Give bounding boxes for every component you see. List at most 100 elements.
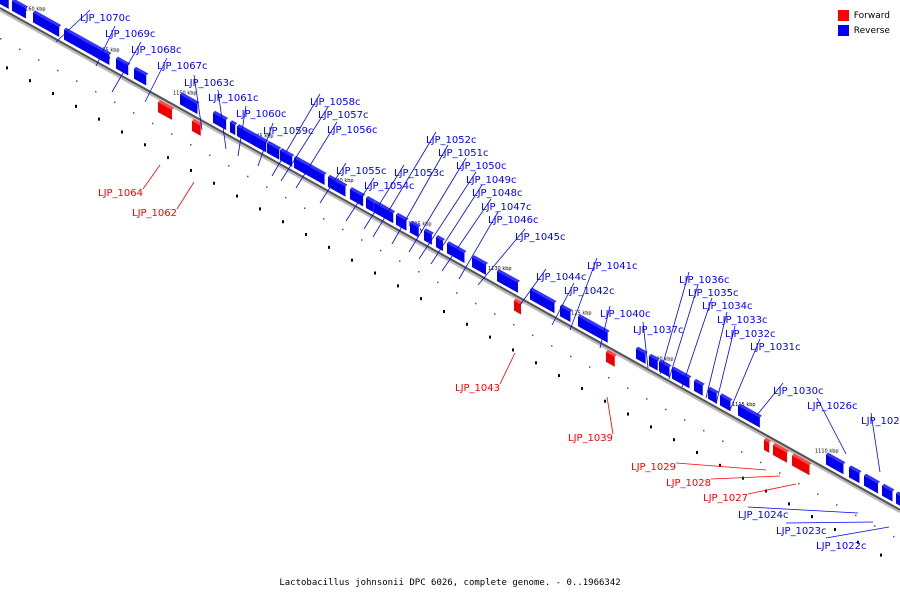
- gene-label-ljp_1058c: LJP_1058c: [310, 97, 361, 108]
- scale-dot: [494, 313, 496, 315]
- reverse-gene-block-top: [396, 212, 409, 221]
- reverse-gene-block: [328, 176, 346, 197]
- scale-dot: [247, 175, 249, 178]
- gene-label-ljp_1054c: LJP_1054c: [364, 181, 415, 192]
- scale-mark: [259, 207, 261, 211]
- gene-leader-line: [477, 228, 526, 286]
- gene-leader-line: [870, 412, 881, 473]
- scale-dot: [76, 80, 78, 82]
- gene-label-ljp_1047c: LJP_1047c: [481, 202, 532, 213]
- reverse-gene-block-top: [134, 66, 149, 76]
- gene-label-ljp_1035c: LJP_1035c: [688, 288, 739, 299]
- tick-label: 1140 kbp: [330, 178, 354, 184]
- figure-caption: Lactobacillus johnsonii DPC 6026, comple…: [279, 578, 621, 588]
- gene-label-ljp_1030c: LJP_1030c: [773, 386, 824, 397]
- scale-dot: [513, 323, 515, 326]
- gene-leader-line: [271, 93, 321, 177]
- reverse-gene-block: [33, 12, 60, 38]
- scale-dot: [190, 143, 192, 146]
- scale-mark: [52, 91, 54, 95]
- gene-leader-line: [519, 268, 547, 306]
- reverse-gene-block: [267, 142, 280, 160]
- scale-dot: [323, 218, 325, 220]
- scale-dot: [589, 366, 591, 368]
- reverse-gene-block-top: [694, 378, 705, 386]
- reverse-gene-block-top: [33, 10, 62, 28]
- scale-dot: [152, 122, 154, 125]
- gene-label-ljp_1026c: LJP_1026c: [807, 401, 858, 412]
- scale-dot: [437, 281, 439, 284]
- scale-mark: [144, 143, 146, 147]
- reverse-swatch: [837, 25, 849, 36]
- gene-label-ljp_1049c: LJP_1049c: [466, 175, 517, 186]
- gene-label-ljp_1064: LJP_1064: [98, 188, 143, 199]
- reverse-gene-block-top: [180, 92, 200, 105]
- forward-swatch: [837, 10, 849, 21]
- scale-mark: [29, 79, 31, 83]
- scale-mark: [466, 322, 468, 326]
- reverse-gene-block-top: [424, 228, 434, 235]
- gene-label-ljp_1037c: LJP_1037c: [633, 325, 684, 336]
- reverse-gene-block-top: [254, 133, 269, 143]
- scale-mark: [650, 425, 652, 429]
- gene-leader-line: [458, 211, 499, 280]
- scale-dot: [684, 419, 686, 421]
- gene-label-ljp_1055c: LJP_1055c: [336, 166, 387, 177]
- scale-mark: [213, 181, 215, 185]
- reverse-gene-block-top: [328, 174, 348, 187]
- tick-label: 1120 kbp: [650, 356, 674, 362]
- gene-label-ljp_1067c: LJP_1067c: [157, 61, 208, 72]
- scale-dot: [38, 59, 40, 61]
- gene-label-ljp_1043: LJP_1043: [455, 383, 500, 394]
- gene-label-ljp_1025c: LJP_1025c: [861, 416, 900, 427]
- reverse-gene-block-top: [280, 148, 295, 157]
- scale-mark: [420, 297, 422, 301]
- gene-leader-line: [217, 89, 227, 150]
- gene-leader-line: [95, 25, 116, 67]
- reverse-gene-block: [294, 157, 325, 185]
- gene-label-ljp_1069c: LJP_1069c: [105, 29, 156, 40]
- forward-gene-block: [764, 439, 770, 453]
- gene-label-ljp_1045c: LJP_1045c: [515, 232, 566, 243]
- scale-dot: [342, 228, 344, 231]
- gene-leader-line: [111, 41, 142, 93]
- reverse-gene-block-top: [116, 56, 131, 66]
- scale-dot: [627, 387, 629, 390]
- reverse-gene-block: [424, 230, 432, 245]
- forward-gene-block-top: [606, 349, 617, 357]
- reverse-gene-block: [472, 257, 486, 275]
- reverse-gene-block: [849, 467, 860, 484]
- reverse-gene-block: [350, 189, 364, 207]
- scale-mark: [880, 553, 882, 557]
- gene-label-ljp_1056c: LJP_1056c: [327, 125, 378, 136]
- reverse-gene-block-top: [472, 255, 488, 265]
- gene-leader-line: [372, 131, 437, 238]
- reverse-gene-block-top: [882, 483, 895, 492]
- scale-mark: [236, 194, 238, 198]
- scale-dot: [893, 535, 895, 538]
- scale-dot: [836, 504, 838, 506]
- gene-label-ljp_1040c: LJP_1040c: [600, 309, 651, 320]
- scale-dot: [703, 429, 705, 432]
- gene-label-ljp_1041c: LJP_1041c: [587, 261, 638, 272]
- scale-mark: [673, 438, 675, 442]
- reverse-gene-block: [374, 202, 394, 224]
- gene-label-ljp_1052c: LJP_1052c: [426, 135, 477, 146]
- gene-leader-line: [756, 382, 784, 416]
- reverse-gene-block-top: [366, 196, 376, 203]
- scale-dot: [380, 249, 382, 252]
- gene-leader-line: [237, 105, 247, 157]
- gene-label-ljp_1048c: LJP_1048c: [472, 188, 523, 199]
- reverse-gene-block: [659, 361, 670, 378]
- scale-mark: [75, 104, 77, 108]
- scale-mark: [512, 348, 514, 352]
- scale-dot: [475, 302, 477, 305]
- gene-leader-line: [668, 284, 699, 380]
- gene-leader-line: [569, 257, 598, 331]
- reverse-gene-block: [896, 493, 900, 506]
- gene-leader-line: [257, 122, 274, 167]
- scale-dot: [266, 186, 268, 188]
- reverse-gene-block: [649, 355, 658, 371]
- scale-mark: [604, 399, 606, 403]
- scale-dot: [399, 260, 401, 262]
